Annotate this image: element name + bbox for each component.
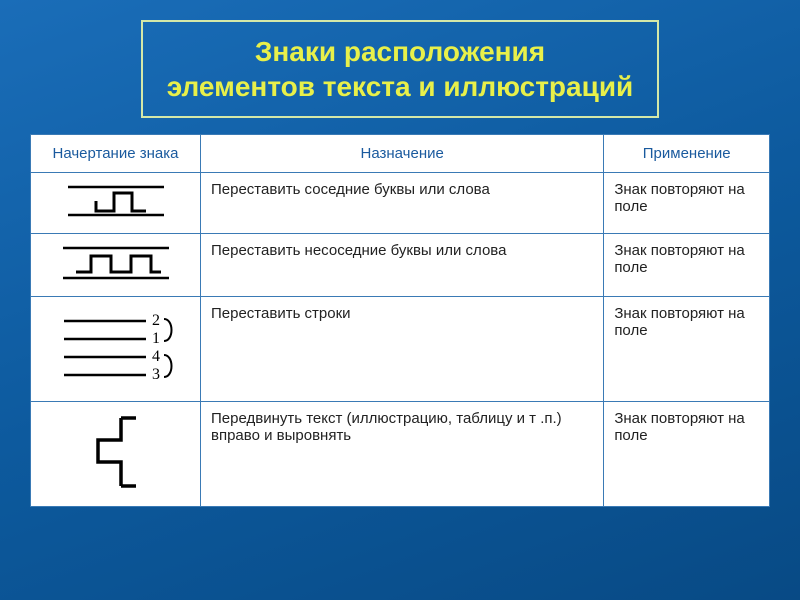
sign-cell-swap-nonadjacent: [31, 234, 201, 297]
purpose-cell: Переставить строки: [201, 297, 604, 402]
sign-cell-swap-lines: 2 1 4 3: [31, 297, 201, 402]
header-usage: Применение: [604, 135, 770, 173]
svg-text:4: 4: [152, 348, 160, 365]
swap-nonadjacent-icon: [53, 240, 179, 286]
svg-text:3: 3: [152, 366, 160, 383]
move-right-icon: [68, 408, 164, 496]
table-row: Переставить несоседние буквы или слова З…: [31, 234, 770, 297]
svg-text:1: 1: [152, 330, 160, 347]
slide-title: Знаки расположения элементов текста и ил…: [167, 34, 634, 104]
purpose-cell: Переставить несоседние буквы или слова: [201, 234, 604, 297]
usage-cell: Знак повторяют на поле: [604, 234, 770, 297]
table-row: 2 1 4 3 Переставить строки Знак повторяю…: [31, 297, 770, 402]
purpose-cell: Передвинуть текст (иллюстрацию, таблицу …: [201, 402, 604, 507]
title-line-1: Знаки расположения: [255, 36, 545, 67]
table-row: Переставить соседние буквы или слова Зна…: [31, 173, 770, 234]
table-header-row: Начертание знака Назначение Применение: [31, 135, 770, 173]
slide-title-box: Знаки расположения элементов текста и ил…: [141, 20, 660, 118]
table-row: Передвинуть текст (иллюстрацию, таблицу …: [31, 402, 770, 507]
usage-cell: Знак повторяют на поле: [604, 173, 770, 234]
signs-table: Начертание знака Назначение Применение П…: [30, 134, 770, 507]
purpose-cell: Переставить соседние буквы или слова: [201, 173, 604, 234]
usage-cell: Знак повторяют на поле: [604, 402, 770, 507]
header-purpose: Назначение: [201, 135, 604, 173]
sign-cell-move-right: [31, 402, 201, 507]
swap-adjacent-icon: [58, 179, 174, 223]
svg-text:2: 2: [152, 312, 160, 329]
usage-cell: Знак повторяют на поле: [604, 297, 770, 402]
header-sign: Начертание знака: [31, 135, 201, 173]
swap-lines-icon: 2 1 4 3: [48, 303, 184, 391]
sign-cell-swap-adjacent: [31, 173, 201, 234]
title-line-2: элементов текста и иллюстраций: [167, 71, 634, 102]
